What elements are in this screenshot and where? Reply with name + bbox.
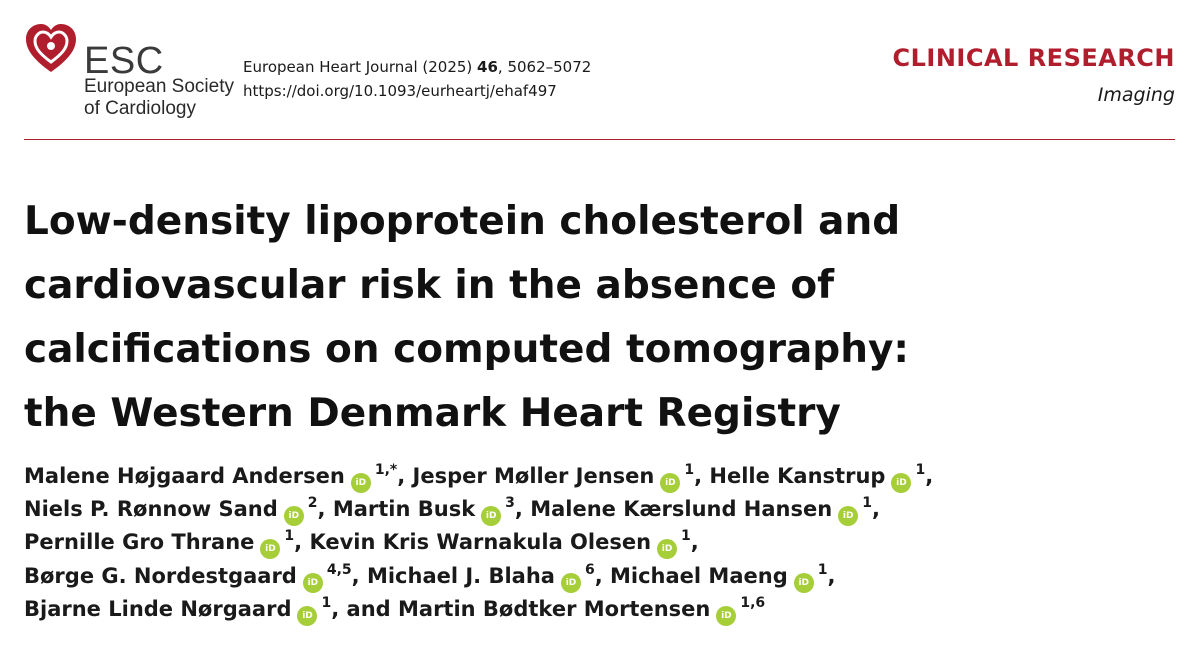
header-divider — [24, 139, 1175, 140]
affiliation-marker: 1 — [817, 561, 828, 578]
affiliation-marker: 1 — [681, 528, 691, 545]
affiliation-marker: 2 — [307, 495, 318, 512]
author-separator: , — [694, 464, 703, 488]
author-name: Malene Højgaard Andersen — [24, 464, 345, 488]
affiliation-marker: 1,* — [374, 462, 398, 478]
affiliation-marker: 1 — [321, 594, 332, 611]
orcid-icon[interactable]: iD — [302, 572, 323, 593]
article-header: ESC European Society of Cardiology Europ… — [0, 0, 1199, 140]
subsection-label: Imaging — [1097, 84, 1175, 106]
author-line: Malene Højgaard Andersen iD1,*, Jesper Mø… — [24, 460, 1184, 493]
author-separator: , and — [331, 596, 391, 621]
affiliation-marker: 4,5 — [326, 561, 352, 578]
author-separator: , — [871, 497, 880, 522]
author-separator: , — [690, 530, 699, 555]
author-name: Kevin Kris Warnakula Olesen — [309, 530, 652, 555]
author-name: Børge G. Nordestgaard — [24, 563, 297, 588]
title-line: cardiovascular risk in the absence of — [24, 263, 835, 308]
esc-name-line-1: European Society — [84, 76, 234, 97]
author-name: Michael J. Blaha — [366, 563, 555, 588]
author-separator: , — [514, 497, 523, 522]
orcid-icon[interactable]: iD — [297, 605, 318, 626]
author-separator: , — [594, 563, 603, 588]
journal-volume: 46 — [477, 58, 498, 76]
affiliation-marker: 3 — [505, 495, 515, 512]
article-title: Low-density lipoprotein cholesterol and … — [24, 190, 1174, 446]
esc-logo[interactable]: ESC European Society of Cardiology — [24, 22, 234, 122]
esc-heart-icon — [26, 24, 76, 72]
author-separator: , — [925, 464, 934, 488]
orcid-icon[interactable]: iD — [560, 572, 581, 593]
author-name: Malene Kærslund Hansen — [530, 497, 833, 522]
affiliation-marker: 1 — [915, 462, 926, 478]
author-separator: , — [294, 530, 303, 555]
affiliation-marker: 1 — [684, 462, 695, 478]
author-line: Bjarne Linde Nørgaard iD1, and Martin Bød… — [24, 593, 1184, 626]
author-line: Pernille Gro Thrane iD1, Kevin Kris Warna… — [24, 526, 1184, 560]
affiliation-marker: 1,6 — [740, 594, 766, 611]
title-line: Low-density lipoprotein cholesterol and — [24, 199, 901, 244]
author-name: Martin Bødtker Mortensen — [398, 596, 711, 621]
orcid-icon[interactable]: iD — [260, 539, 281, 560]
author-name: Pernille Gro Thrane — [24, 530, 255, 555]
orcid-icon[interactable]: iD — [350, 473, 371, 493]
journal-citation: European Heart Journal (2025) 46, 5062–5… — [243, 58, 591, 76]
author-name: Helle Kanstrup — [709, 464, 886, 488]
author-line: Børge G. Nordestgaard iD4,5, Michael J. B… — [24, 560, 1184, 593]
author-separator: , — [397, 464, 406, 488]
author-line: Niels P. Rønnow Sand iD2, Martin Busk iD3,… — [24, 493, 1184, 527]
orcid-icon[interactable]: iD — [657, 539, 678, 560]
section-label: CLINICAL RESEARCH — [892, 44, 1175, 72]
doi-link[interactable]: https://doi.org/10.1093/eurheartj/ehaf49… — [243, 82, 557, 100]
affiliation-marker: 1 — [862, 495, 872, 512]
author-name: Martin Busk — [332, 497, 476, 522]
esc-abbreviation: ESC — [84, 40, 164, 82]
journal-name: European Heart Journal (2025) — [243, 58, 473, 76]
orcid-icon[interactable]: iD — [660, 473, 681, 493]
author-name: Michael Maeng — [610, 563, 788, 588]
author-name: Niels P. Rønnow Sand — [24, 497, 278, 522]
orcid-icon[interactable]: iD — [838, 506, 859, 527]
author-name: Bjarne Linde Nørgaard — [24, 596, 292, 621]
esc-name-line-2: of Cardiology — [84, 98, 196, 119]
author-separator: , — [351, 563, 360, 588]
title-line: the Western Denmark Heart Registry — [24, 391, 841, 436]
author-list: Malene Højgaard Andersen iD1,*, Jesper Mø… — [24, 460, 1184, 626]
orcid-icon[interactable]: iD — [891, 473, 912, 493]
orcid-icon[interactable]: iD — [283, 506, 304, 527]
orcid-icon[interactable]: iD — [481, 506, 502, 527]
author-separator: , — [827, 563, 836, 588]
orcid-icon[interactable]: iD — [716, 605, 737, 626]
title-line: calcifications on computed tomography: — [24, 327, 909, 372]
author-name: Jesper Møller Jensen — [412, 464, 655, 488]
orcid-icon[interactable]: iD — [793, 572, 814, 593]
journal-pages: , 5062–5072 — [497, 58, 592, 76]
affiliation-marker: 6 — [584, 561, 595, 578]
author-separator: , — [317, 497, 326, 522]
affiliation-marker: 1 — [284, 528, 295, 545]
